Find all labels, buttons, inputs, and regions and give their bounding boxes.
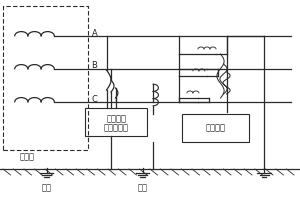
Text: 电阻测试仪: 电阻测试仪 [103, 123, 129, 132]
Text: C: C [92, 95, 98, 104]
Bar [3, 6, 88, 150]
Bar [182, 114, 249, 142]
Text: 大地: 大地 [137, 184, 148, 192]
Text: 变压器: 变压器 [20, 152, 34, 162]
Bar [85, 108, 147, 136]
Text: 大地: 大地 [41, 184, 52, 192]
Text: A: A [92, 28, 97, 38]
Text: B: B [92, 62, 98, 71]
Text: 高压绵缘: 高压绵缘 [106, 114, 126, 123]
Text: 高压计量: 高压计量 [205, 123, 225, 132]
